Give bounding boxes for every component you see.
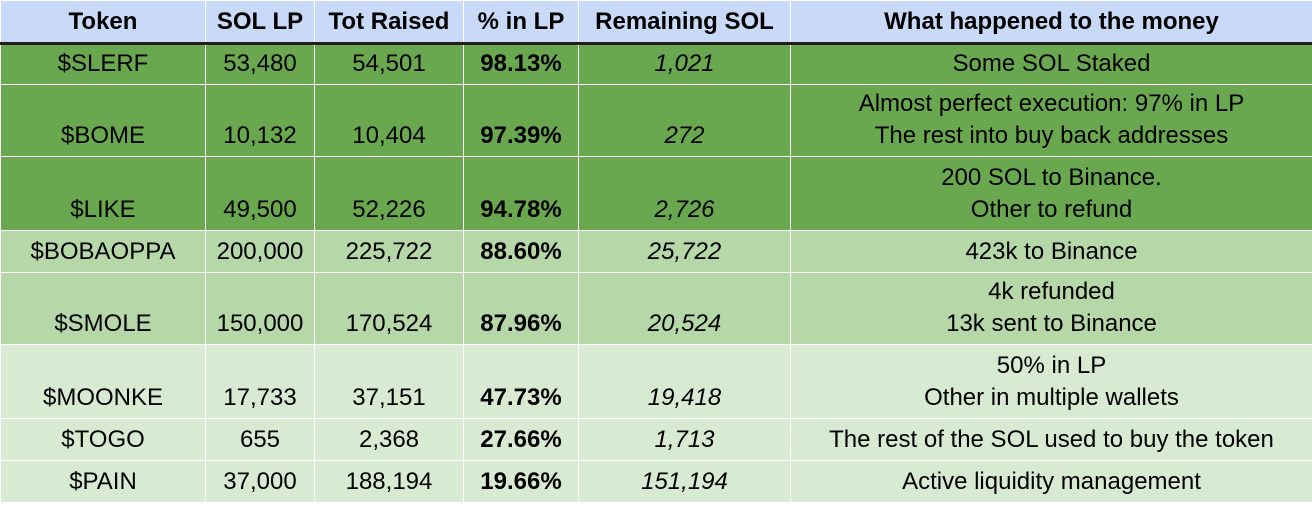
pct-in-lp-cell: 87.96% bbox=[463, 272, 579, 345]
table-row: $MOONKE 17,733 37,151 47.73% 19,418 50% in LP… bbox=[0, 344, 1312, 419]
note-line: 200 SOL to Binance. bbox=[941, 164, 1162, 191]
pct-in-lp-cell: 19.66% bbox=[463, 460, 579, 503]
header-remaining-sol: Remaining SOL bbox=[578, 0, 791, 45]
token-cell: $PAIN bbox=[0, 460, 206, 503]
what-happened-cell: The rest of the SOL used to buy the toke… bbox=[790, 418, 1312, 461]
sol-lp-cell: 150,000 bbox=[205, 272, 315, 345]
pct-in-lp-cell: 94.78% bbox=[463, 156, 579, 231]
tot-raised-cell: 170,524 bbox=[314, 272, 464, 345]
tot-raised-cell: 52,226 bbox=[314, 156, 464, 231]
note-line: 4k refunded bbox=[988, 278, 1115, 305]
remaining-sol-cell: 1,021 bbox=[578, 43, 791, 85]
pct-in-lp-cell: 47.73% bbox=[463, 344, 579, 419]
tot-raised-cell: 10,404 bbox=[314, 84, 464, 157]
sol-lp-cell: 17,733 bbox=[205, 344, 315, 419]
header-row: Token SOL LP Tot Raised % in LP Remainin… bbox=[0, 0, 1312, 45]
note-line: Almost perfect execution: 97% in LP bbox=[858, 90, 1245, 117]
header-pct-in-lp: % in LP bbox=[463, 0, 579, 45]
token-cell: $BOME bbox=[0, 84, 206, 157]
sol-lp-cell: 655 bbox=[205, 418, 315, 461]
table-row: $BOBAOPPA 200,000 225,722 88.60% 25,722 423k … bbox=[0, 230, 1312, 273]
remaining-sol-cell: 19,418 bbox=[578, 344, 791, 419]
tot-raised-cell: 188,194 bbox=[314, 460, 464, 503]
note-line: Other in multiple wallets bbox=[924, 384, 1179, 411]
sol-lp-cell: 49,500 bbox=[205, 156, 315, 231]
remaining-sol-cell: 1,713 bbox=[578, 418, 791, 461]
remaining-sol-cell: 272 bbox=[578, 84, 791, 157]
note-line: 423k to Binance bbox=[965, 238, 1138, 265]
remaining-sol-cell: 151,194 bbox=[578, 460, 791, 503]
note-line: Active liquidity management bbox=[902, 468, 1201, 495]
pct-in-lp-cell: 97.39% bbox=[463, 84, 579, 157]
what-happened-cell: Active liquidity management bbox=[790, 460, 1312, 503]
token-cell: $TOGO bbox=[0, 418, 206, 461]
header-token: Token bbox=[0, 0, 206, 45]
what-happened-cell: 50% in LP Other in multiple wallets bbox=[790, 344, 1312, 419]
tot-raised-cell: 225,722 bbox=[314, 230, 464, 273]
table-row: $BOME 10,132 10,404 97.39% 272 Almost perfect… bbox=[0, 84, 1312, 157]
note-line: The rest of the SOL used to buy the toke… bbox=[829, 426, 1274, 453]
token-cell: $LIKE bbox=[0, 156, 206, 231]
table-row: $SMOLE 150,000 170,524 87.96% 20,524 4k refun… bbox=[0, 272, 1312, 345]
token-cell: $BOBAOPPA bbox=[0, 230, 206, 273]
sol-lp-cell: 53,480 bbox=[205, 43, 315, 85]
remaining-sol-cell: 2,726 bbox=[578, 156, 791, 231]
header-what-happened: What happened to the money bbox=[790, 0, 1312, 45]
table-row: $PAIN 37,000 188,194 19.66% 151,194 Active li… bbox=[0, 460, 1312, 503]
header-tot-raised: Tot Raised bbox=[314, 0, 464, 45]
token-cell: $SMOLE bbox=[0, 272, 206, 345]
table-row: $LIKE 49,500 52,226 94.78% 2,726 200 SOL to B… bbox=[0, 156, 1312, 231]
note-line: 50% in LP bbox=[996, 352, 1107, 379]
remaining-sol-cell: 25,722 bbox=[578, 230, 791, 273]
sol-lp-cell: 10,132 bbox=[205, 84, 315, 157]
sol-lp-cell: 200,000 bbox=[205, 230, 315, 273]
table-row: $TOGO 655 2,368 27.66% 1,713 The rest of the … bbox=[0, 418, 1312, 461]
note-line: The rest into buy back addresses bbox=[874, 122, 1229, 149]
pct-in-lp-cell: 27.66% bbox=[463, 418, 579, 461]
remaining-sol-cell: 20,524 bbox=[578, 272, 791, 345]
tot-raised-cell: 37,151 bbox=[314, 344, 464, 419]
sol-lp-cell: 37,000 bbox=[205, 460, 315, 503]
pct-in-lp-cell: 98.13% bbox=[463, 43, 579, 85]
tot-raised-cell: 2,368 bbox=[314, 418, 464, 461]
note-line: Other to refund bbox=[970, 196, 1133, 223]
tot-raised-cell: 54,501 bbox=[314, 43, 464, 85]
token-cell: $MOONKE bbox=[0, 344, 206, 419]
what-happened-cell: 423k to Binance bbox=[790, 230, 1312, 273]
token-cell: $SLERF bbox=[0, 43, 206, 85]
note-line: 13k sent to Binance bbox=[946, 310, 1157, 337]
pct-in-lp-cell: 88.60% bbox=[463, 230, 579, 273]
table-row: $SLERF 53,480 54,501 98.13% 1,021 Some SOL St… bbox=[0, 43, 1312, 85]
note-line: Some SOL Staked bbox=[952, 50, 1151, 77]
header-sol-lp: SOL LP bbox=[205, 0, 315, 45]
what-happened-cell: Some SOL Staked bbox=[790, 43, 1312, 85]
what-happened-cell: 4k refunded 13k sent to Binance bbox=[790, 272, 1312, 345]
what-happened-cell: 200 SOL to Binance. Other to refund bbox=[790, 156, 1312, 231]
what-happened-cell: Almost perfect execution: 97% in LP The r… bbox=[790, 84, 1312, 157]
